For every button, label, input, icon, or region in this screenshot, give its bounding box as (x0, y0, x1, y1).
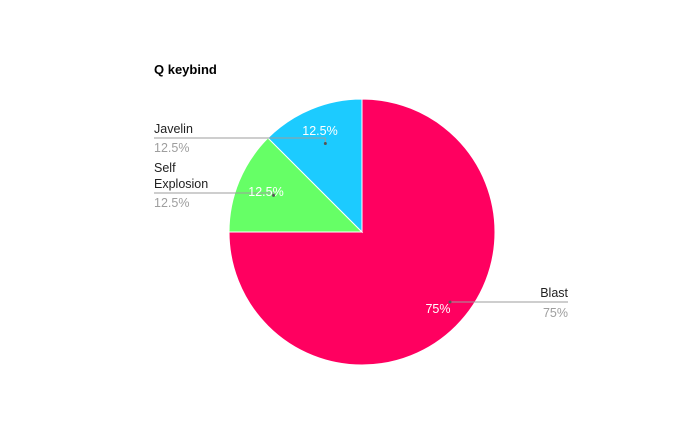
pie-slice-javelin (267, 98, 363, 234)
leader-dot (323, 142, 327, 146)
chart-title: Q keybind (154, 62, 217, 77)
slice-percent-labels: 75% 12.5% 12.5% (248, 124, 450, 316)
leader-dot (448, 300, 452, 304)
category-label: Javelin (154, 122, 193, 136)
slice-value-label: 12.5% (248, 185, 283, 199)
leader-dot (272, 193, 276, 197)
pie-slices (228, 98, 496, 366)
slice-value-label: 75% (425, 302, 450, 316)
category-label: Self (154, 161, 176, 175)
outer-labels: Blast 75% Self Explosion 12.5% Javelin 12.5% (154, 122, 569, 320)
category-percent-label: 12.5% (154, 196, 189, 210)
leader-lines (154, 137, 568, 304)
leader-line (154, 137, 326, 144)
slice-value-label: 12.5% (302, 124, 337, 138)
pie-slice-self-explosion (228, 137, 364, 233)
category-percent-label: 75% (543, 306, 568, 320)
category-label: Blast (540, 286, 568, 300)
category-percent-label: 12.5% (154, 141, 189, 155)
category-label: Explosion (154, 177, 208, 191)
